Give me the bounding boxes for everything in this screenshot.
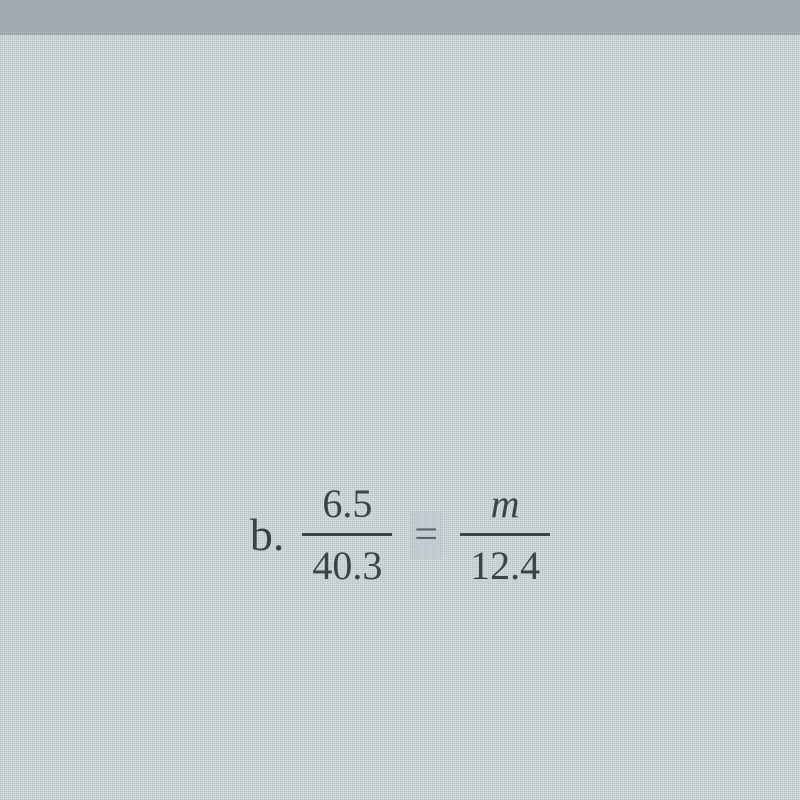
problem-label: b. [250, 508, 285, 561]
top-dark-band [0, 0, 800, 35]
left-fraction: 6.5 40.3 [302, 480, 392, 589]
equation-container: b. 6.5 40.3 = m 12.4 [0, 480, 800, 589]
left-denominator: 40.3 [302, 533, 392, 589]
right-numerator: m [460, 480, 550, 533]
right-fraction: m 12.4 [460, 480, 550, 589]
right-denominator: 12.4 [460, 533, 550, 589]
left-numerator: 6.5 [302, 480, 392, 533]
equals-sign: = [410, 511, 442, 559]
